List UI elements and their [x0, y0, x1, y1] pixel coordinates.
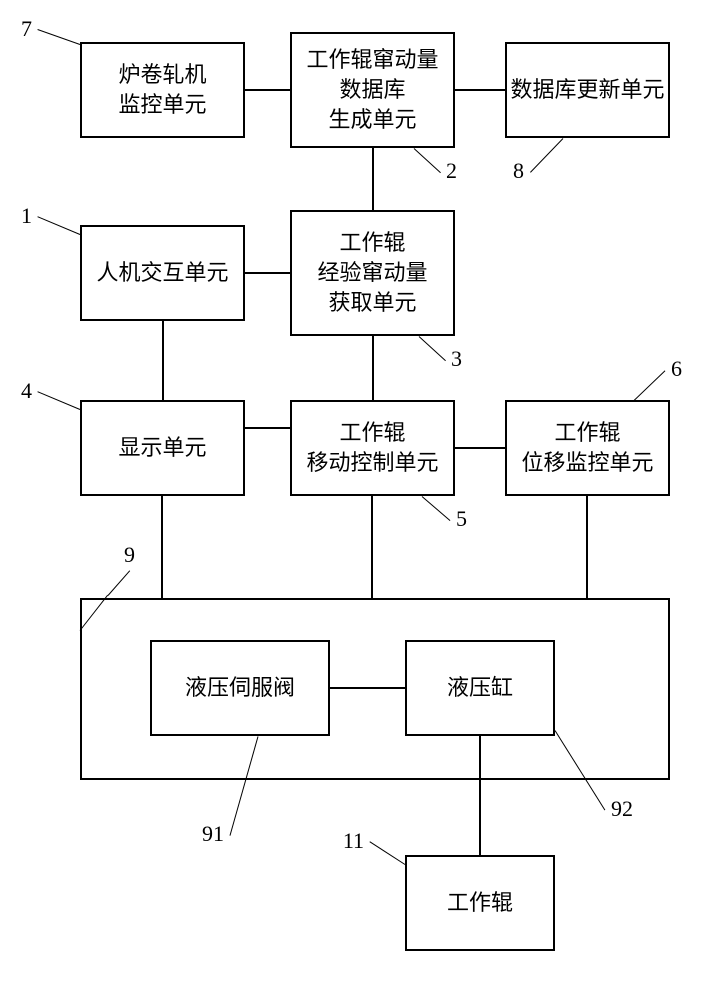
label-l91: 91 [202, 821, 224, 847]
leader-l6-seg0 [633, 370, 665, 401]
diagram-canvas: { "diagram": { "type": "flowchart", "can… [0, 0, 723, 1000]
node-n6: 工作辊 位移监控单元 [505, 400, 670, 496]
leader-l2-seg0 [413, 148, 440, 173]
leader-l11-seg0 [370, 842, 406, 865]
label-l2: 2 [446, 158, 457, 184]
node-n91: 液压伺服阀 [150, 640, 330, 736]
edge-n7-n2 [245, 89, 290, 91]
node-n2: 工作辊窜动量 数据库 生成单元 [290, 32, 455, 148]
node-n92: 液压缸 [405, 640, 555, 736]
edge-n2-n8 [455, 89, 505, 91]
label-l1: 1 [21, 203, 32, 229]
label-l9: 9 [124, 542, 135, 568]
node-n11: 工作辊 [405, 855, 555, 951]
edge-n2-n3 [372, 148, 374, 210]
edge-n92-n11 [479, 736, 481, 855]
node-n8: 数据库更新单元 [505, 42, 670, 138]
edge-n91-n92 [330, 687, 405, 689]
node-n5: 工作辊 移动控制单元 [290, 400, 455, 496]
leader-l5-seg0 [422, 496, 451, 521]
leader-l9-seg1 [108, 570, 131, 596]
leader-l4-seg0 [38, 392, 80, 411]
node-n7: 炉卷轧机 监控单元 [80, 42, 245, 138]
leader-l3-seg0 [418, 336, 445, 361]
label-l4: 4 [21, 378, 32, 404]
label-l92: 92 [611, 796, 633, 822]
leader-l8-seg0 [530, 138, 563, 173]
edge-n6-n9 [586, 496, 588, 598]
label-l5: 5 [456, 506, 467, 532]
node-n4: 显示单元 [80, 400, 245, 496]
edge-n5-n9 [371, 496, 373, 598]
edge-n3-n5 [372, 336, 374, 400]
node-n1: 人机交互单元 [80, 225, 245, 321]
edge-n1-n4 [162, 321, 164, 400]
label-l11: 11 [343, 828, 364, 854]
edge-n5-n4 [245, 427, 290, 429]
leader-l7-seg0 [38, 30, 80, 46]
edge-n4-n9 [161, 496, 163, 598]
label-l6: 6 [671, 356, 682, 382]
leader-l1-seg0 [38, 217, 80, 236]
node-n3: 工作辊 经验窜动量 获取单元 [290, 210, 455, 336]
label-l7: 7 [21, 16, 32, 42]
label-l3: 3 [451, 346, 462, 372]
edge-n5-n6 [455, 447, 505, 449]
edge-n1-n3 [245, 272, 290, 274]
label-l8: 8 [513, 158, 524, 184]
